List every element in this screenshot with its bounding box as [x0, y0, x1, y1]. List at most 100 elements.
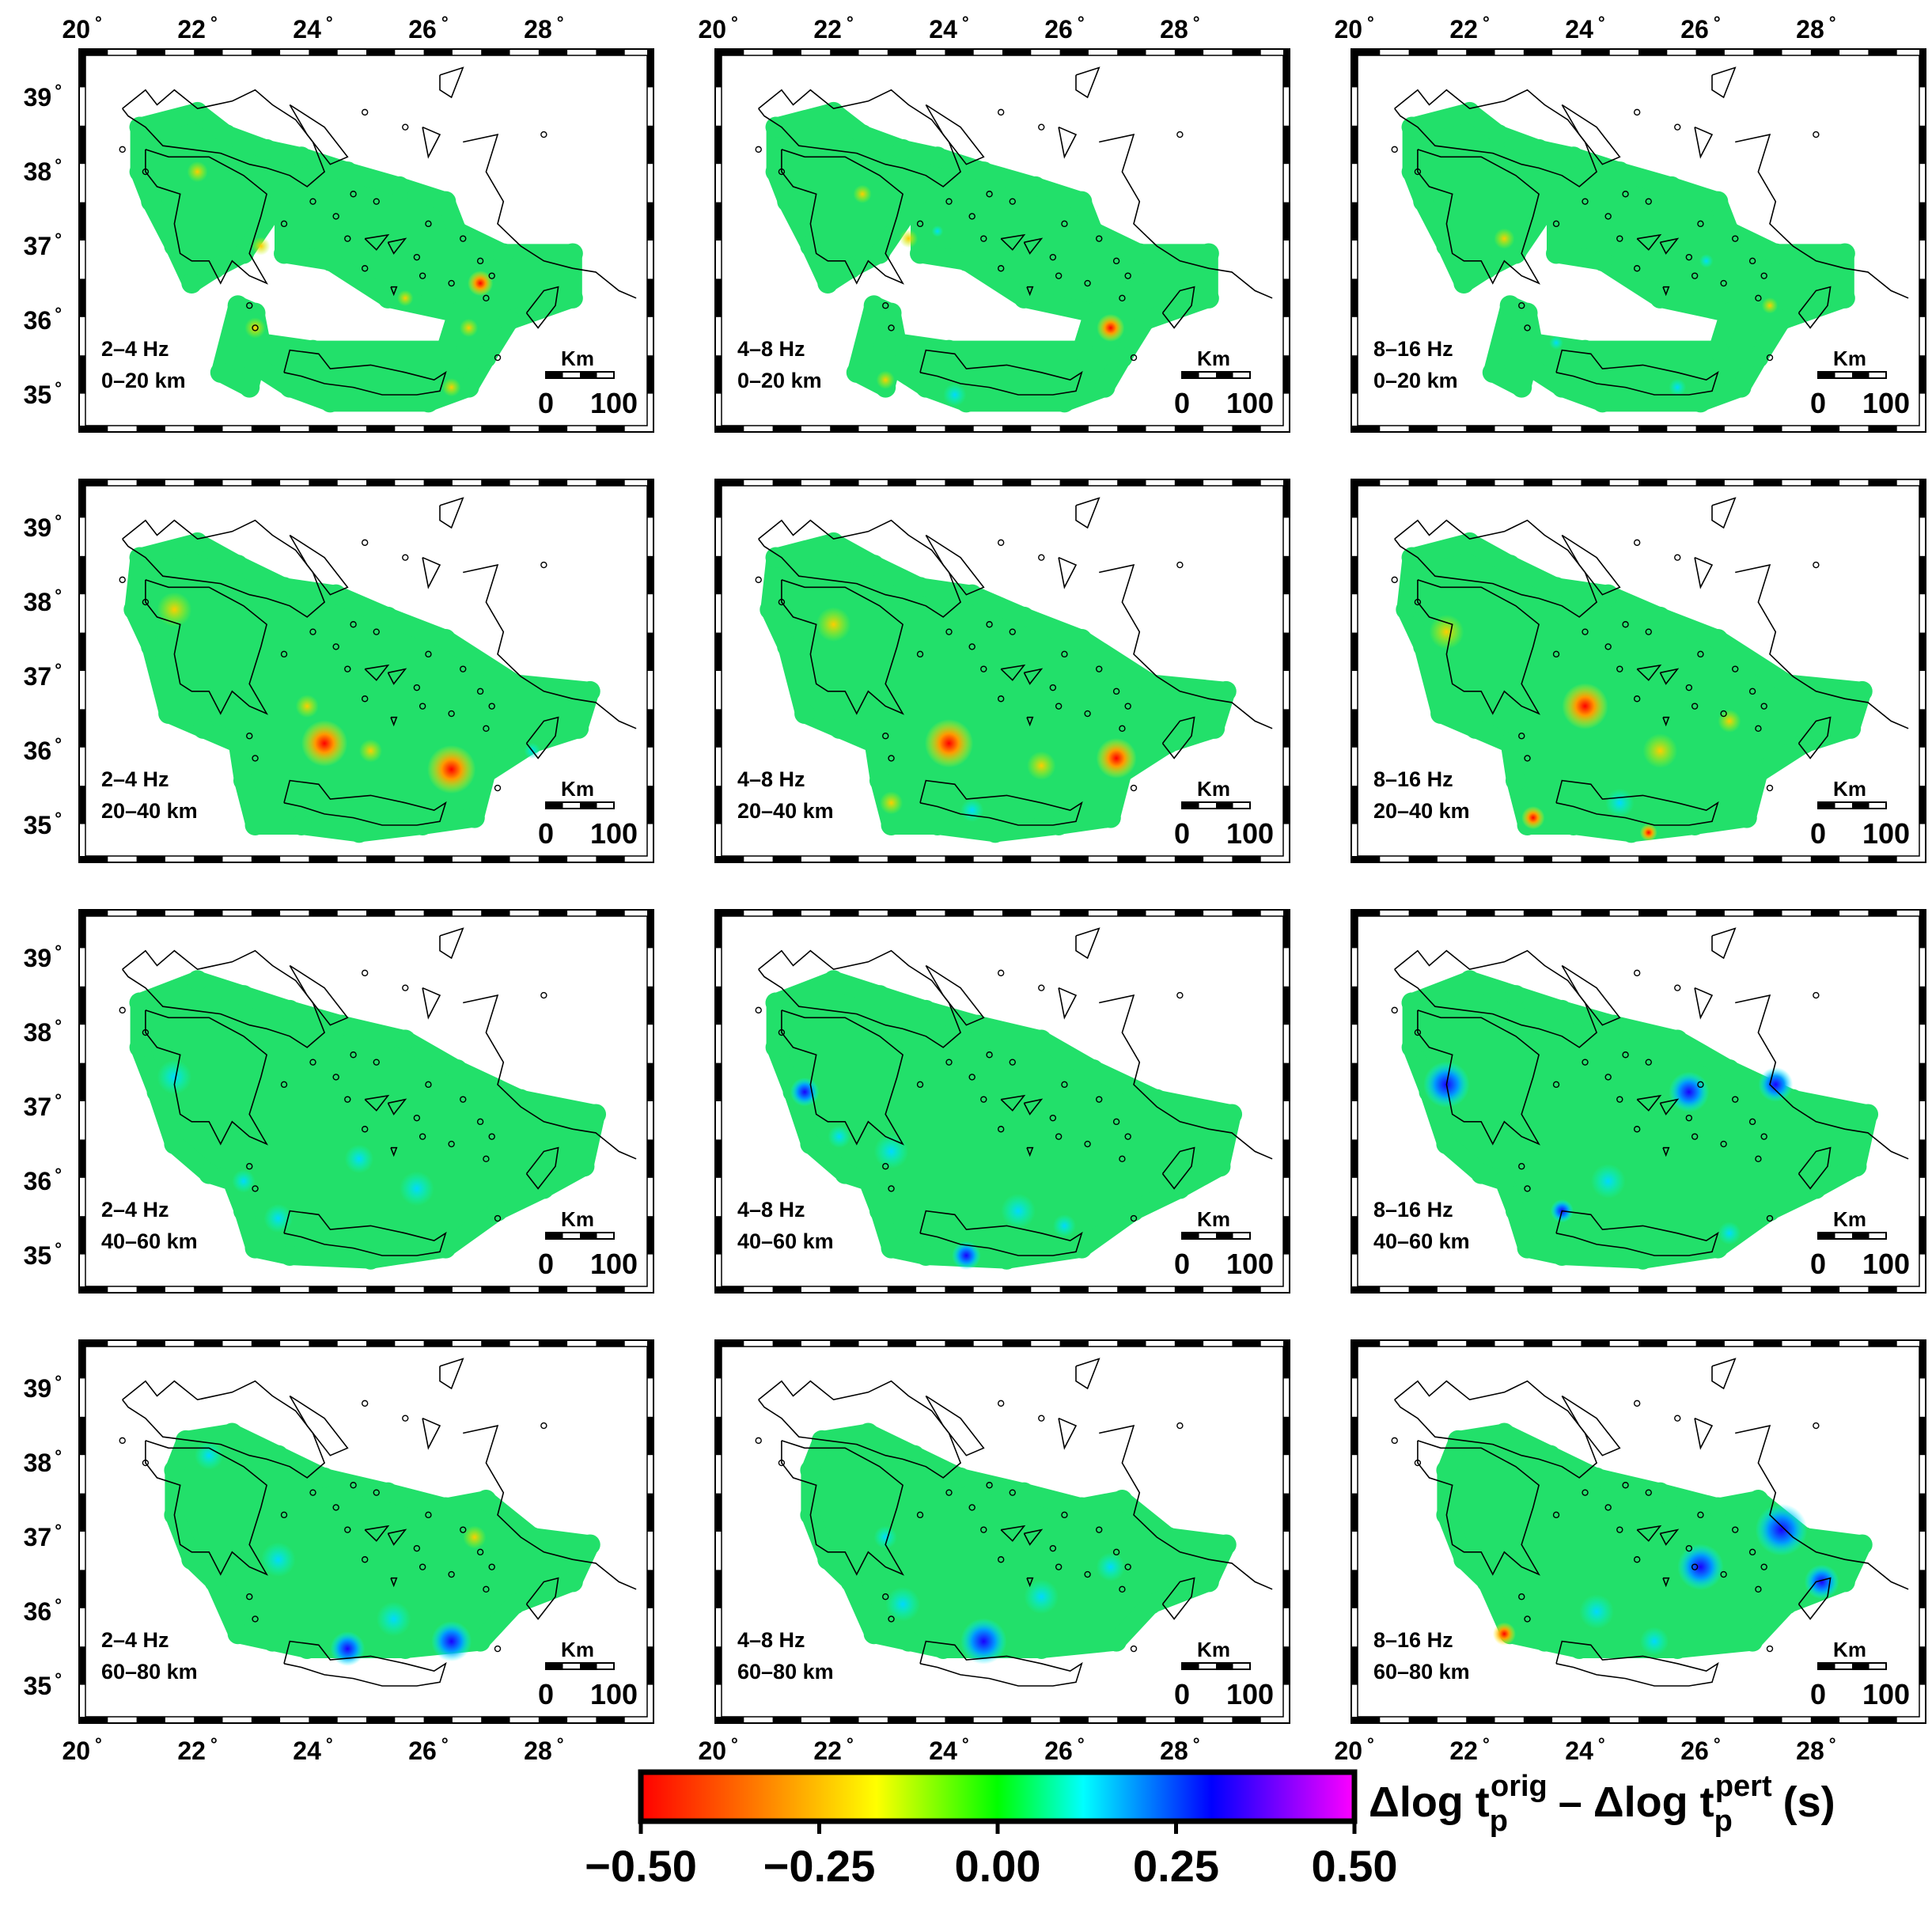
- coverage-dot: [1759, 1200, 1780, 1222]
- islet: [1697, 220, 1704, 228]
- colorbar-tick-label: 0.50: [1312, 1841, 1398, 1891]
- coverage-dot: [1140, 673, 1161, 695]
- coverage-dot: [510, 1089, 532, 1110]
- frame-tick: [1059, 1340, 1089, 1347]
- frame-tick: [1351, 355, 1358, 394]
- coastline: [525, 1577, 559, 1620]
- coverage-dot: [504, 1593, 525, 1615]
- islet: [1622, 1482, 1629, 1489]
- anomaly-blob: [1642, 733, 1678, 768]
- scale-bar-segment: [1852, 372, 1869, 378]
- coverage-dot: [244, 354, 266, 376]
- islet: [1633, 539, 1641, 547]
- frame-tick: [830, 1717, 859, 1723]
- frame-tick: [1919, 786, 1926, 824]
- coverage-area: [164, 1422, 600, 1666]
- islet: [350, 191, 357, 198]
- islet: [488, 1133, 495, 1140]
- lat-tick-label: 36 °: [24, 304, 62, 335]
- islet: [1038, 984, 1045, 991]
- frame-tick: [715, 1646, 722, 1685]
- coverage-dot: [1776, 673, 1798, 695]
- coverage-dot: [1736, 807, 1757, 828]
- band-label: 4–8 Hz: [737, 767, 805, 791]
- frame-tick: [1466, 49, 1495, 55]
- coverage-dot: [1707, 629, 1729, 650]
- anomaly-blob: [828, 1125, 851, 1149]
- coverage-dot: [1396, 599, 1417, 620]
- islet: [119, 1437, 126, 1445]
- coverage-dot: [1013, 606, 1035, 627]
- coverage-dot: [1534, 1631, 1555, 1652]
- frame-tick: [309, 49, 338, 55]
- colorbar-tick-label: −0.25: [763, 1841, 876, 1891]
- anomaly-blob: [244, 317, 266, 339]
- islet: [997, 108, 1005, 116]
- frame-tick: [1753, 910, 1782, 916]
- islet: [1755, 1155, 1762, 1163]
- coverage-dot: [1436, 1134, 1457, 1155]
- islet: [1055, 1133, 1063, 1140]
- islet: [361, 695, 369, 703]
- frame-tick: [647, 1570, 653, 1608]
- islet: [1524, 755, 1531, 762]
- islet: [483, 1155, 490, 1163]
- coastline: [1662, 716, 1670, 727]
- coverage-dot: [869, 1200, 890, 1222]
- frame-tick: [538, 1340, 568, 1347]
- frame-tick: [79, 555, 85, 595]
- frame-tick: [79, 1717, 108, 1723]
- frame-tick: [1351, 910, 1381, 916]
- islet: [778, 168, 786, 176]
- frame-tick: [1174, 910, 1204, 916]
- frame-tick: [1753, 856, 1782, 862]
- coverage-dot: [435, 1237, 456, 1259]
- islet: [1622, 621, 1629, 628]
- frame-tick: [1351, 786, 1358, 824]
- frame-tick: [830, 856, 859, 862]
- coverage-dot: [817, 273, 839, 294]
- frame-tick: [1283, 709, 1290, 748]
- anomaly-blob: [157, 592, 192, 627]
- colorbar-gradient: [638, 1769, 1358, 1824]
- frame-tick: [1351, 202, 1358, 241]
- islet: [1604, 643, 1612, 650]
- coastline: [1000, 1094, 1026, 1112]
- frame-tick: [945, 49, 974, 55]
- coastline: [1000, 664, 1026, 681]
- scale-bar-segment: [1818, 1663, 1835, 1669]
- frame-tick: [1117, 426, 1146, 432]
- anomaly-blob: [376, 1601, 411, 1637]
- coverage-dot: [898, 1631, 919, 1652]
- lon-tick-label: 22 °: [177, 1734, 217, 1765]
- anomaly-blob: [1001, 1193, 1036, 1229]
- islet: [1391, 576, 1398, 584]
- frame-tick: [1174, 1717, 1204, 1723]
- frame-tick: [1283, 910, 1290, 949]
- islet: [1616, 665, 1623, 672]
- coverage-dot: [320, 250, 341, 271]
- coverage-dot: [141, 191, 162, 212]
- coastlines: [119, 497, 637, 826]
- coastline: [1798, 286, 1832, 329]
- coverage-dot: [1650, 606, 1671, 627]
- coverage-dot: [290, 815, 312, 836]
- islet: [448, 279, 455, 287]
- coverage-dot: [1071, 1497, 1093, 1518]
- frame-tick: [1174, 1286, 1204, 1293]
- islet: [309, 628, 316, 635]
- frame-tick: [647, 786, 653, 824]
- islet: [1552, 220, 1560, 228]
- coverage-dot: [1471, 1163, 1492, 1184]
- frame-tick: [1117, 49, 1146, 55]
- coverage-dot: [262, 1631, 283, 1652]
- lon-tick-label: 28 °: [1796, 1734, 1835, 1765]
- frame-tick: [1581, 426, 1610, 432]
- anomaly-blob: [463, 1525, 487, 1549]
- colorbar-label: Δlog tporig – Δlog tppert (s): [1369, 1770, 1835, 1838]
- coastline: [1161, 716, 1195, 759]
- anomaly-blob: [1639, 824, 1657, 842]
- coverage-dot: [1031, 1638, 1052, 1660]
- frame-tick: [1283, 355, 1290, 394]
- coverage-dot: [274, 184, 295, 205]
